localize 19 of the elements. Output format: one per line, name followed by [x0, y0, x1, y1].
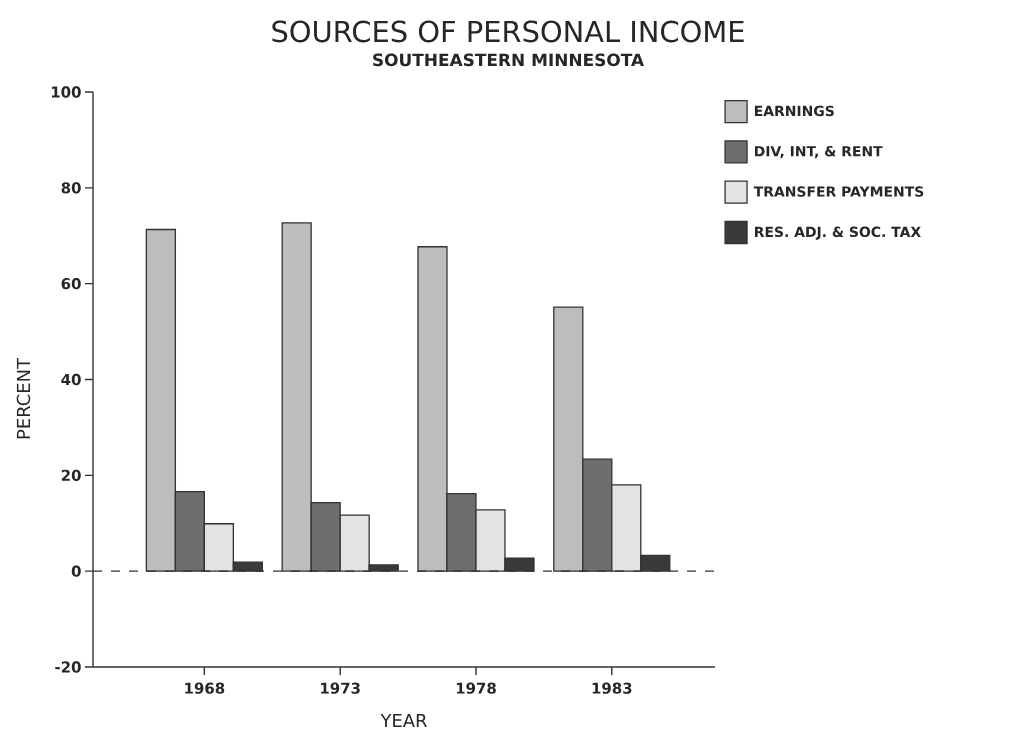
legend-label: TRANSFER PAYMENTS [753, 186, 924, 197]
x-tick-label: 1983 [592, 682, 632, 694]
legend-label: DIV, INT, & RENT [755, 145, 883, 159]
x-tick-label: 1978 [456, 682, 496, 694]
x-tick-label: 1973 [321, 682, 360, 694]
y-tick-label: 0 [71, 565, 81, 577]
x-axis-title: YEAR [380, 713, 428, 727]
legend-label: EARNINGS [755, 105, 834, 117]
chart-subtitle: SOUTHEASTERN MINNESOTA [373, 53, 645, 67]
legend-label: RES. ADJ. & SOC. TAX [755, 226, 921, 240]
x-tick-label: 1968 [185, 682, 225, 694]
y-tick-label: -20 [55, 661, 81, 673]
y-tick-label: 100 [51, 86, 81, 98]
y-axis-title: PERCENT [16, 357, 31, 439]
y-tick-label: 20 [61, 469, 81, 481]
y-tick-label: 40 [61, 373, 81, 386]
y-tick-label: 60 [61, 278, 81, 290]
chart-title: SOURCES OF PERSONAL INCOME [272, 20, 744, 43]
y-tick-label: 80 [61, 182, 81, 194]
